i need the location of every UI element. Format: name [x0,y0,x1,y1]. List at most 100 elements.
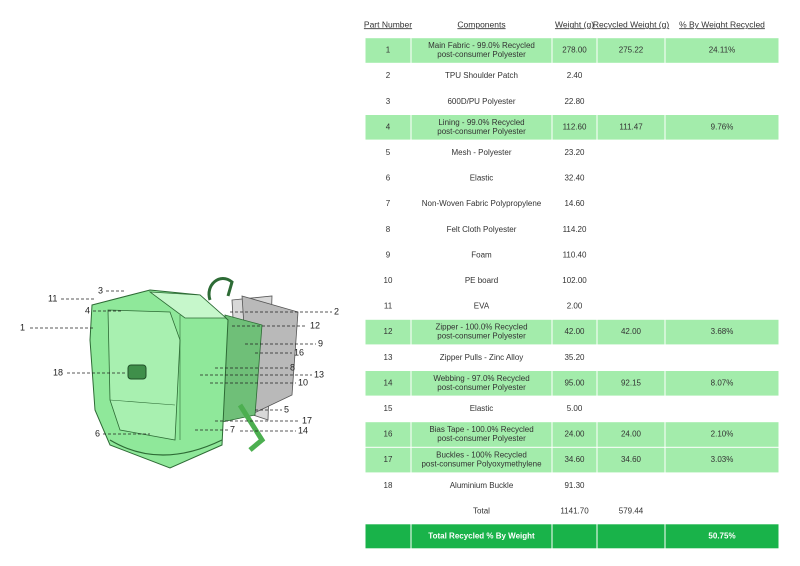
callout-label: 4 [85,305,90,315]
strap [237,403,266,452]
cell-background [665,422,779,447]
summary-label: Total Recycled % By Weight [428,531,535,540]
column-header: % By Weight Recycled [679,19,765,29]
cell-text: PE board [465,276,498,285]
summary-value: 50.75% [708,531,735,540]
cell-text: Aluminium Buckle [450,481,514,490]
cell-text: 13 [384,353,393,362]
callout-label: 1 [20,322,25,332]
cell-text: Zipper - 100.0% Recycled [435,323,527,332]
cell-background [665,115,779,140]
cell-text: 92.15 [621,378,642,387]
cell-text: Zipper Pulls - Zinc Alloy [440,353,524,362]
cell-background [597,115,665,140]
cell-text: 2.10% [711,430,734,439]
cell-background [552,447,597,473]
callout-label: 5 [284,404,289,414]
cell-text: 600D/PU Polyester [447,97,515,106]
cell-background [365,38,411,63]
cell-background [552,38,597,63]
cell-text: 4 [386,122,391,131]
cell-text: 2.40 [567,71,583,80]
bottom-edge [109,439,223,456]
callout-label: 10 [298,377,308,387]
callout-label: 6 [95,428,100,438]
materials-table: Part Number Components Weight (g)Recycled … [364,19,779,549]
cell-text: 8 [386,225,391,234]
cell-background [365,319,411,345]
cell-text: 6 [386,174,391,183]
callout-label: 18 [53,367,63,377]
cell-text: 34.60 [621,455,642,464]
cell-text: 114.20 [563,225,587,234]
cell-text: 7 [386,199,391,208]
cell-text: 34.60 [564,455,585,464]
cell-text: 3 [386,97,391,106]
cell-text: 35.20 [564,353,585,362]
callout-label: 13 [314,369,324,379]
cell-text: 15 [384,404,393,413]
cell-text: Total [473,506,490,515]
cell-text: Bias Tape - 100.0% Recycled [429,425,533,434]
cell-background [411,38,552,63]
cell-background [552,422,597,447]
cell-background [665,371,779,396]
top-panel [148,291,228,319]
callout-label: 2 [334,306,339,316]
summary-cell [411,524,552,549]
cell-text: 42.00 [621,327,642,336]
summary-cell [665,524,779,549]
cell-text: EVA [474,302,490,311]
cell-text: 2.00 [567,302,583,311]
cell-text: 110.40 [563,250,587,259]
cell-background [411,319,552,345]
handle [207,277,234,301]
cell-text: 9 [386,250,391,259]
cell-text: Main Fabric - 99.0% Recycled [428,41,535,50]
cell-background [411,115,552,140]
cell-text: 22.80 [564,97,585,106]
cell-text: 5 [386,148,391,157]
cell-text: Mesh - Polyester [451,148,511,157]
cell-text: Felt Cloth Polyester [447,225,517,234]
cell-text: post-consumer Polyester [437,50,526,59]
cell-text: Non-Woven Fabric Polypropylene [422,199,542,208]
callout-label: 7 [230,424,235,434]
cell-text: 112.60 [563,122,587,131]
cell-text: Elastic [470,174,494,183]
callout-label: 17 [302,415,312,425]
cell-text: post-consumer Polyoxymethylene [421,460,542,469]
cell-text: 24.00 [621,430,642,439]
summary-cell [597,524,665,549]
cell-background [365,115,411,140]
cell-text: 18 [384,481,393,490]
cell-text: 14.60 [564,199,585,208]
cell-background [411,422,552,447]
cell-background [597,319,665,345]
callout-label: 14 [298,425,308,435]
cell-background [597,422,665,447]
cell-text: 102.00 [562,276,587,285]
cell-background [552,319,597,345]
cell-text: Lining - 99.0% Recycled [438,118,524,127]
cell-background [597,371,665,396]
cell-text: 278.00 [562,46,587,55]
column-header: Weight (g) [555,19,594,29]
column-header: Components [457,19,505,29]
cell-text: 14 [384,378,393,387]
cell-background [365,447,411,473]
callout-label: 3 [98,285,103,295]
cell-background [552,371,597,396]
cell-text: 3.03% [711,455,734,464]
cell-background [552,115,597,140]
cell-text: 23.20 [564,148,585,157]
cell-text: 1 [386,46,391,55]
cell-text: 32.40 [564,174,585,183]
cell-text: 8.07% [711,378,734,387]
cell-background [365,422,411,447]
seam [109,399,176,406]
cell-text: post-consumer Polyester [437,434,526,443]
cell-text: 12 [384,327,393,336]
cell-background [365,371,411,396]
cell-text: 11 [384,302,393,311]
